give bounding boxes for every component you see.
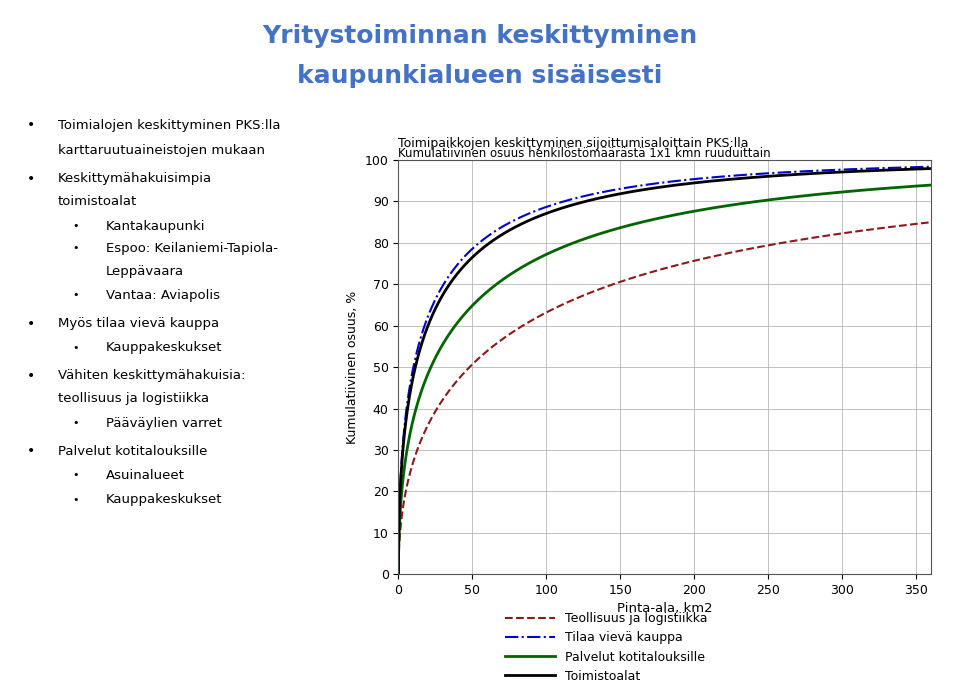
Text: •: • (27, 118, 36, 132)
Palvelut kotitalouksille (910, 182, 922, 190)
Tilaa vievä kauppa (910, 163, 922, 171)
Text: Toimialojen keskittyminen PKS:lla: Toimialojen keskittyminen PKS:lla (58, 119, 280, 132)
Teollisuus ja logistiikka (652, 266, 663, 274)
Text: Toimipaikkojen keskittyminen sijoittumisaloittain PKS:lla: Toimipaikkojen keskittyminen sijoittumis… (398, 136, 749, 150)
Line: Palvelut kotitalouksille: Palvelut kotitalouksille (398, 185, 931, 574)
Text: Palvelut kotitalouksille: Palvelut kotitalouksille (58, 445, 207, 457)
Teollisuus ja logistiikka (812, 232, 824, 241)
Palvelut kotitalouksille (420, 376, 431, 384)
Text: Yritystoiminnan keskittyminen: Yritystoiminnan keskittyminen (262, 24, 698, 48)
Text: teollisuus ja logistiikka: teollisuus ja logistiikka (58, 393, 208, 405)
Tilaa vievä kauppa (637, 181, 649, 189)
Teollisuus ja logistiikka (910, 220, 922, 228)
Text: •: • (72, 418, 79, 428)
Text: Asuinalueet: Asuinalueet (106, 469, 184, 482)
Toimistoalat (637, 186, 649, 194)
Text: kaupunkialueen sisäisesti: kaupunkialueen sisäisesti (298, 64, 662, 88)
Toimistoalat (420, 328, 431, 336)
Legend: Teollisuus ja logistiikka, Tilaa vievä kauppa, Palvelut kotitalouksille, Toimist: Teollisuus ja logistiikka, Tilaa vievä k… (506, 612, 708, 683)
Text: •: • (72, 495, 79, 505)
Text: •: • (27, 444, 36, 458)
Text: Espoo: Keilaniemi-Tapiola-: Espoo: Keilaniemi-Tapiola- (106, 242, 277, 255)
Toimistoalat (812, 169, 824, 177)
Palvelut kotitalouksille (925, 181, 937, 189)
Toimistoalat (652, 183, 663, 191)
Teollisuus ja logistiikka (637, 270, 649, 278)
Tilaa vievä kauppa (652, 179, 663, 187)
Text: Myös tilaa vievä kauppa: Myös tilaa vievä kauppa (58, 317, 219, 330)
Text: Pääväylien varret: Pääväylien varret (106, 417, 222, 429)
Palvelut kotitalouksille (812, 190, 824, 198)
Tilaa vievä kauppa (925, 163, 937, 171)
Text: Kantakaupunki: Kantakaupunki (106, 220, 205, 232)
Toimistoalat (925, 164, 937, 173)
Text: •: • (72, 290, 79, 300)
Text: Keskittymähakuisimpia: Keskittymähakuisimpia (58, 173, 212, 185)
Line: Toimistoalat: Toimistoalat (398, 168, 931, 574)
Teollisuus ja logistiikka (925, 218, 937, 226)
Teollisuus ja logistiikka (910, 220, 922, 228)
Palvelut kotitalouksille (637, 218, 649, 226)
Text: •: • (72, 470, 79, 480)
Toimistoalat (393, 570, 404, 578)
Text: Vähiten keskittymähakuisia:: Vähiten keskittymähakuisia: (58, 370, 245, 382)
Tilaa vievä kauppa (910, 163, 922, 171)
Text: •: • (72, 343, 79, 353)
Line: Tilaa vievä kauppa: Tilaa vievä kauppa (398, 167, 931, 574)
Text: •: • (27, 369, 36, 383)
Teollisuus ja logistiikka (420, 426, 431, 434)
Toimistoalat (910, 165, 922, 173)
Tilaa vievä kauppa (420, 319, 431, 327)
Palvelut kotitalouksille (652, 214, 663, 223)
Text: •: • (27, 172, 36, 186)
Tilaa vievä kauppa (393, 570, 404, 578)
Text: •: • (72, 244, 79, 253)
Text: karttaruutuaineistojen mukaan: karttaruutuaineistojen mukaan (58, 144, 265, 157)
Palvelut kotitalouksille (393, 570, 404, 578)
Teollisuus ja logistiikka (393, 570, 404, 578)
Line: Teollisuus ja logistiikka: Teollisuus ja logistiikka (398, 222, 931, 574)
Text: •: • (27, 317, 36, 331)
Text: •: • (72, 221, 79, 231)
Text: Kauppakeskukset: Kauppakeskukset (106, 342, 222, 354)
Text: Leppävaara: Leppävaara (106, 265, 183, 278)
Text: Kumulatiivinen osuus henkilöstömäärästä 1x1 kmn ruuduittain: Kumulatiivinen osuus henkilöstömäärästä … (398, 147, 771, 160)
Text: toimistoalat: toimistoalat (58, 196, 137, 208)
Toimistoalat (910, 165, 922, 173)
Palvelut kotitalouksille (910, 182, 922, 190)
X-axis label: Pinta-ala, km2: Pinta-ala, km2 (617, 603, 712, 615)
Text: Kauppakeskukset: Kauppakeskukset (106, 493, 222, 506)
Text: Vantaa: Aviapolis: Vantaa: Aviapolis (106, 289, 220, 301)
Y-axis label: Kumulatiivinen osuus, %: Kumulatiivinen osuus, % (347, 290, 359, 444)
Tilaa vievä kauppa (812, 166, 824, 175)
